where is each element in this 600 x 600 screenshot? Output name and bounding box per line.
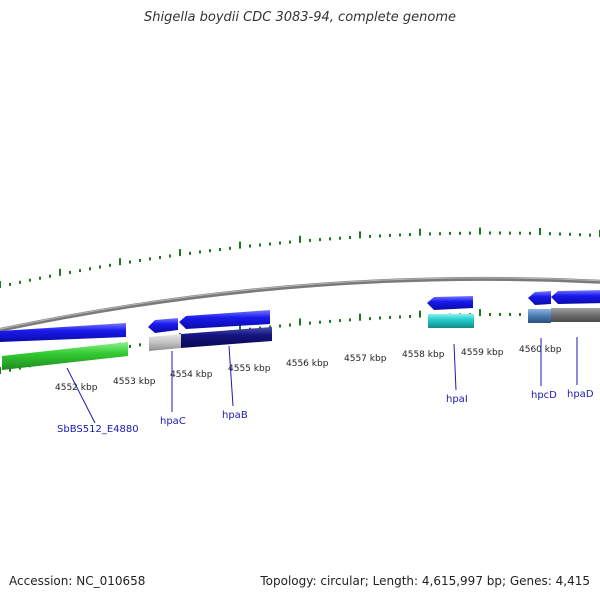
leader-hpab <box>228 345 234 407</box>
gene-label-hpad[interactable]: hpaD <box>567 389 594 400</box>
gene-sbbs512-e4880-arrow[interactable] <box>0 323 126 342</box>
genome-backbone <box>0 276 600 333</box>
gene-sbbs512-e4880-feature[interactable] <box>2 342 128 370</box>
kbp-label: 4553 kbp <box>113 377 156 387</box>
gene-hpad-arrow[interactable] <box>551 290 600 304</box>
accession-text: Accession: NC_010658 <box>9 574 146 588</box>
gene-label-hpcd[interactable]: hpcD <box>531 390 557 401</box>
map-title: Shigella boydii CDC 3083-94, complete ge… <box>143 10 457 25</box>
kbp-labels: 4552 kbp 4553 kbp 4554 kbp 4555 kbp 4556… <box>55 345 562 393</box>
gene-hpac-arrow[interactable] <box>148 318 178 333</box>
gene-label-hpai[interactable]: hpaI <box>446 394 468 405</box>
kbp-label: 4560 kbp <box>519 345 562 355</box>
kbp-label: 4559 kbp <box>461 348 504 358</box>
gene-hpcd-arrow[interactable] <box>528 291 551 305</box>
kbp-label: 4554 kbp <box>170 370 213 380</box>
leader-hpai <box>453 343 457 391</box>
kbp-label: 4555 kbp <box>228 364 271 374</box>
gene-label-hpab[interactable]: hpaB <box>222 410 248 421</box>
kbp-label: 4557 kbp <box>344 354 387 364</box>
gene-hpac-feature[interactable] <box>149 334 181 351</box>
gene-hpcd-feature[interactable] <box>528 309 551 323</box>
leader-sbbs512-e4880 <box>66 367 96 424</box>
gene-hpai-feature[interactable] <box>428 314 474 328</box>
gene-label-leaders <box>66 337 578 424</box>
gene-hpab-feature[interactable] <box>181 327 272 348</box>
gene-hpai-arrow[interactable] <box>427 296 473 310</box>
kbp-label: 4558 kbp <box>402 350 445 360</box>
genome-backbone-highlight <box>0 277 600 330</box>
gene-label-hpac[interactable]: hpaC <box>160 416 186 427</box>
gene-labels: SbBS512_E4880 hpaC hpaB hpaI hpcD hpaD <box>57 389 594 435</box>
gene-hpab-arrow[interactable] <box>179 310 270 329</box>
gene-hpad-feature[interactable] <box>551 308 600 322</box>
upper-tick-row <box>0 227 600 288</box>
genome-summary-text: Topology: circular; Length: 4,615,997 bp… <box>260 574 590 588</box>
gene-label-sbbs512-e4880[interactable]: SbBS512_E4880 <box>57 424 139 435</box>
kbp-label: 4556 kbp <box>286 359 329 369</box>
gene-features <box>0 290 600 370</box>
kbp-label: 4552 kbp <box>55 383 98 393</box>
